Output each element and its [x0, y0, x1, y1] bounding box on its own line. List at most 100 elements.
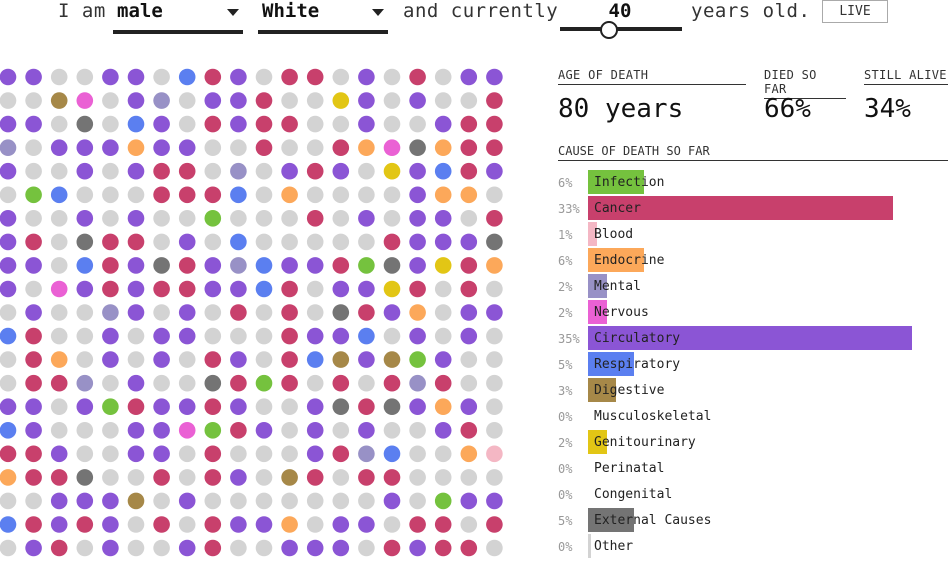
middle-text: and currently — [403, 0, 559, 22]
person-dot — [153, 139, 170, 156]
person-dot — [230, 539, 247, 557]
sex-select-value: male — [117, 0, 163, 22]
person-dot — [50, 186, 68, 204]
person-dot — [255, 92, 273, 109]
person-dot — [486, 304, 503, 321]
person-dot — [0, 210, 17, 227]
person-dot — [460, 68, 478, 86]
person-dot — [281, 68, 298, 86]
person-dot — [25, 68, 42, 86]
still-alive-label: STILL ALIVE — [864, 68, 948, 85]
person-dot — [255, 539, 273, 557]
person-dot — [102, 327, 119, 345]
person-dot — [281, 280, 298, 298]
person-dot — [0, 422, 17, 439]
person-dot — [255, 422, 273, 439]
person-dot — [434, 280, 452, 298]
person-dot — [0, 374, 17, 392]
person-dot — [383, 304, 401, 321]
person-dot — [358, 115, 375, 133]
person-dot — [409, 445, 426, 463]
age-slider-thumb[interactable] — [600, 21, 618, 39]
population-dot-grid — [0, 60, 530, 566]
person-dot — [306, 492, 324, 510]
person-dot — [383, 351, 401, 368]
person-dot — [25, 398, 42, 416]
cause-label: Cancer — [594, 201, 641, 216]
cause-percent: 5% — [558, 514, 573, 528]
age-slider-track[interactable] — [560, 27, 682, 31]
cause-label: Respiratory — [594, 357, 681, 372]
person-dot — [332, 445, 350, 463]
person-dot — [358, 68, 375, 86]
person-dot — [409, 210, 426, 227]
person-dot — [204, 280, 222, 298]
person-dot — [25, 304, 42, 321]
person-dot — [383, 398, 401, 416]
person-dot — [383, 492, 401, 510]
person-dot — [0, 115, 17, 133]
chevron-down-icon — [227, 9, 239, 16]
person-dot — [383, 233, 401, 251]
person-dot — [204, 469, 222, 486]
sex-select[interactable]: male — [113, 0, 243, 34]
cause-percent: 5% — [558, 358, 573, 372]
person-dot — [486, 492, 503, 510]
cause-row: 0% Other — [558, 534, 950, 560]
person-dot — [281, 516, 298, 533]
person-dot — [332, 351, 350, 368]
cause-percent: 6% — [558, 176, 573, 190]
person-dot — [127, 351, 145, 368]
person-dot — [486, 186, 503, 204]
person-dot — [460, 539, 478, 557]
person-dot — [486, 233, 503, 251]
person-dot — [306, 68, 324, 86]
person-dot — [383, 115, 401, 133]
person-dot — [178, 422, 196, 439]
person-dot — [50, 327, 68, 345]
person-dot — [409, 280, 426, 298]
person-dot — [434, 92, 452, 109]
cause-of-death-title: CAUSE OF DEATH SO FAR — [558, 144, 948, 161]
person-dot — [358, 139, 375, 156]
cause-row: 3% Digestive — [558, 378, 950, 404]
person-dot — [383, 162, 401, 180]
person-dot — [127, 398, 145, 416]
person-dot — [102, 115, 119, 133]
person-dot — [306, 445, 324, 463]
person-dot — [383, 257, 401, 274]
person-dot — [102, 92, 119, 109]
person-dot — [230, 304, 247, 321]
person-dot — [76, 539, 94, 557]
person-dot — [50, 257, 68, 274]
person-dot — [50, 539, 68, 557]
person-dot — [178, 115, 196, 133]
cause-row: 6% Infection — [558, 170, 950, 196]
person-dot — [409, 422, 426, 439]
person-dot — [50, 233, 68, 251]
person-dot — [0, 162, 17, 180]
person-dot — [434, 445, 452, 463]
person-dot — [332, 162, 350, 180]
person-dot — [0, 257, 17, 274]
live-button[interactable]: LIVE — [822, 0, 888, 23]
person-dot — [434, 327, 452, 345]
person-dot — [409, 257, 426, 274]
person-dot — [102, 422, 119, 439]
person-dot — [102, 162, 119, 180]
race-select[interactable]: White — [258, 0, 388, 34]
person-dot — [204, 398, 222, 416]
person-dot — [383, 92, 401, 109]
cause-label: Endocrine — [594, 253, 665, 268]
person-dot — [460, 115, 478, 133]
person-dot — [178, 233, 196, 251]
person-dot — [306, 92, 324, 109]
person-dot — [486, 139, 503, 156]
person-dot — [255, 68, 273, 86]
person-dot — [25, 115, 42, 133]
person-dot — [153, 68, 170, 86]
person-dot — [102, 68, 119, 86]
person-dot — [255, 469, 273, 486]
cause-row: 0% Musculoskeletal — [558, 404, 950, 430]
cause-label: Mental — [594, 279, 641, 294]
